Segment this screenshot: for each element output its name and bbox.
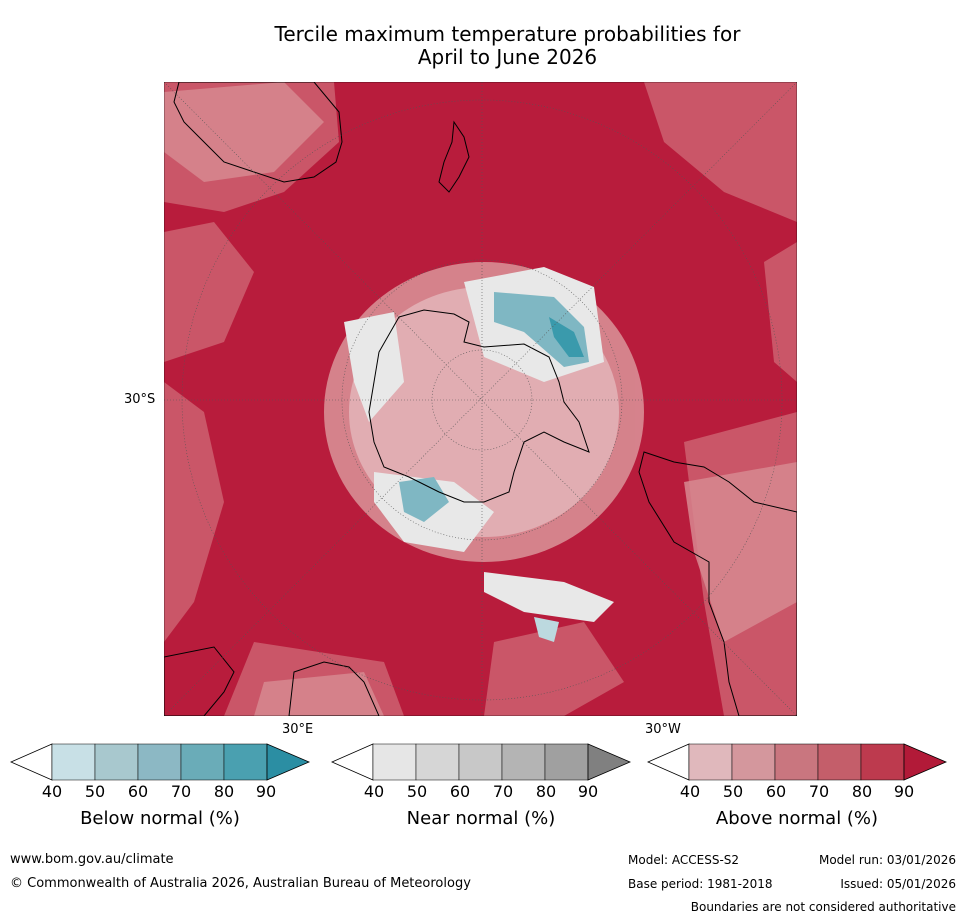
africa-coastline [164,646,235,716]
colorbar-segment [817,743,862,781]
colorbar-segment [544,743,589,781]
tick-label: 80 [851,782,873,801]
footer-model-run: Model run: 03/01/2026 [818,853,956,867]
below-normal-south [399,477,449,522]
colorbar-segment [94,743,139,781]
new-zealand-coastline [438,120,470,193]
footer-model: Model: ACCESS-S2 [628,853,740,867]
colorbar-label-above: Above normal (%) [715,808,879,829]
footer-url: www.bom.gov.au/climate [10,852,174,867]
colorbar-segment [180,743,225,781]
tick-label: 40 [363,782,385,801]
near-normal-band-south [484,572,614,622]
colorbar-max-arrow [587,743,631,781]
colorbar-label-near: Near normal (%) [406,808,556,829]
colorbar-segment [51,743,96,781]
tick-label: 80 [213,782,235,801]
tick-label: 60 [765,782,787,801]
colorbar-max-arrow [266,743,310,781]
colorbar-segment [415,743,460,781]
below-normal-south-2 [534,617,559,642]
tick-label: 50 [722,782,744,801]
colorbar-segment [774,743,819,781]
chart-title-line-1: Tercile maximum temperature probabilitie… [274,22,741,46]
tick-label: 60 [449,782,471,801]
tick-label: 70 [808,782,830,801]
colorbar-near-normal [331,743,631,781]
colorbar-segment [223,743,268,781]
colorbar-min-arrow [647,743,690,781]
graticule [164,82,797,716]
colorbar-segment [372,743,417,781]
footer-disclaimer: Boundaries are not considered authoritat… [690,900,956,914]
footer-copyright: © Commonwealth of Australia 2026, Austra… [10,876,471,891]
colorbar-min-arrow [331,743,374,781]
colorbar-segment [137,743,182,781]
longitude-label-west: 30°W [645,722,681,737]
colorbar-segment [731,743,776,781]
tick-label: 40 [679,782,701,801]
polar-map [164,82,797,716]
madagascar-coastline [288,661,380,716]
tick-label: 60 [127,782,149,801]
colorbar-segment [458,743,503,781]
south-america-coastline [638,451,797,716]
above-normal-light-patches [164,82,797,716]
colorbar-below-normal [10,743,310,781]
colorbar-max-arrow [903,743,947,781]
colorbar-min-arrow [10,743,53,781]
tick-label: 50 [406,782,428,801]
tick-label: 80 [535,782,557,801]
footer-base-period: Base period: 1981-2018 [628,877,773,891]
tick-label: 70 [170,782,192,801]
chart-title-line-2: April to June 2026 [417,45,598,69]
antarctica-coastline [368,309,590,503]
latitude-label: 30°S [124,392,156,407]
australia-coastline [173,82,343,183]
tick-label: 40 [41,782,63,801]
tick-label: 90 [893,782,915,801]
tick-label: 50 [84,782,106,801]
near-normal-band-west [344,312,404,422]
below-normal-north-core [549,317,584,357]
colorbar-above-normal [647,743,947,781]
tick-label: 70 [492,782,514,801]
footer-issued: Issued: 05/01/2026 [840,877,956,891]
colorbar-label-below: Below normal (%) [80,808,240,829]
colorbar-segment [501,743,546,781]
tick-label: 90 [255,782,277,801]
colorbar-segment [860,743,905,781]
tick-label: 90 [577,782,599,801]
longitude-label-east: 30°E [282,722,314,737]
colorbar-segment [688,743,733,781]
